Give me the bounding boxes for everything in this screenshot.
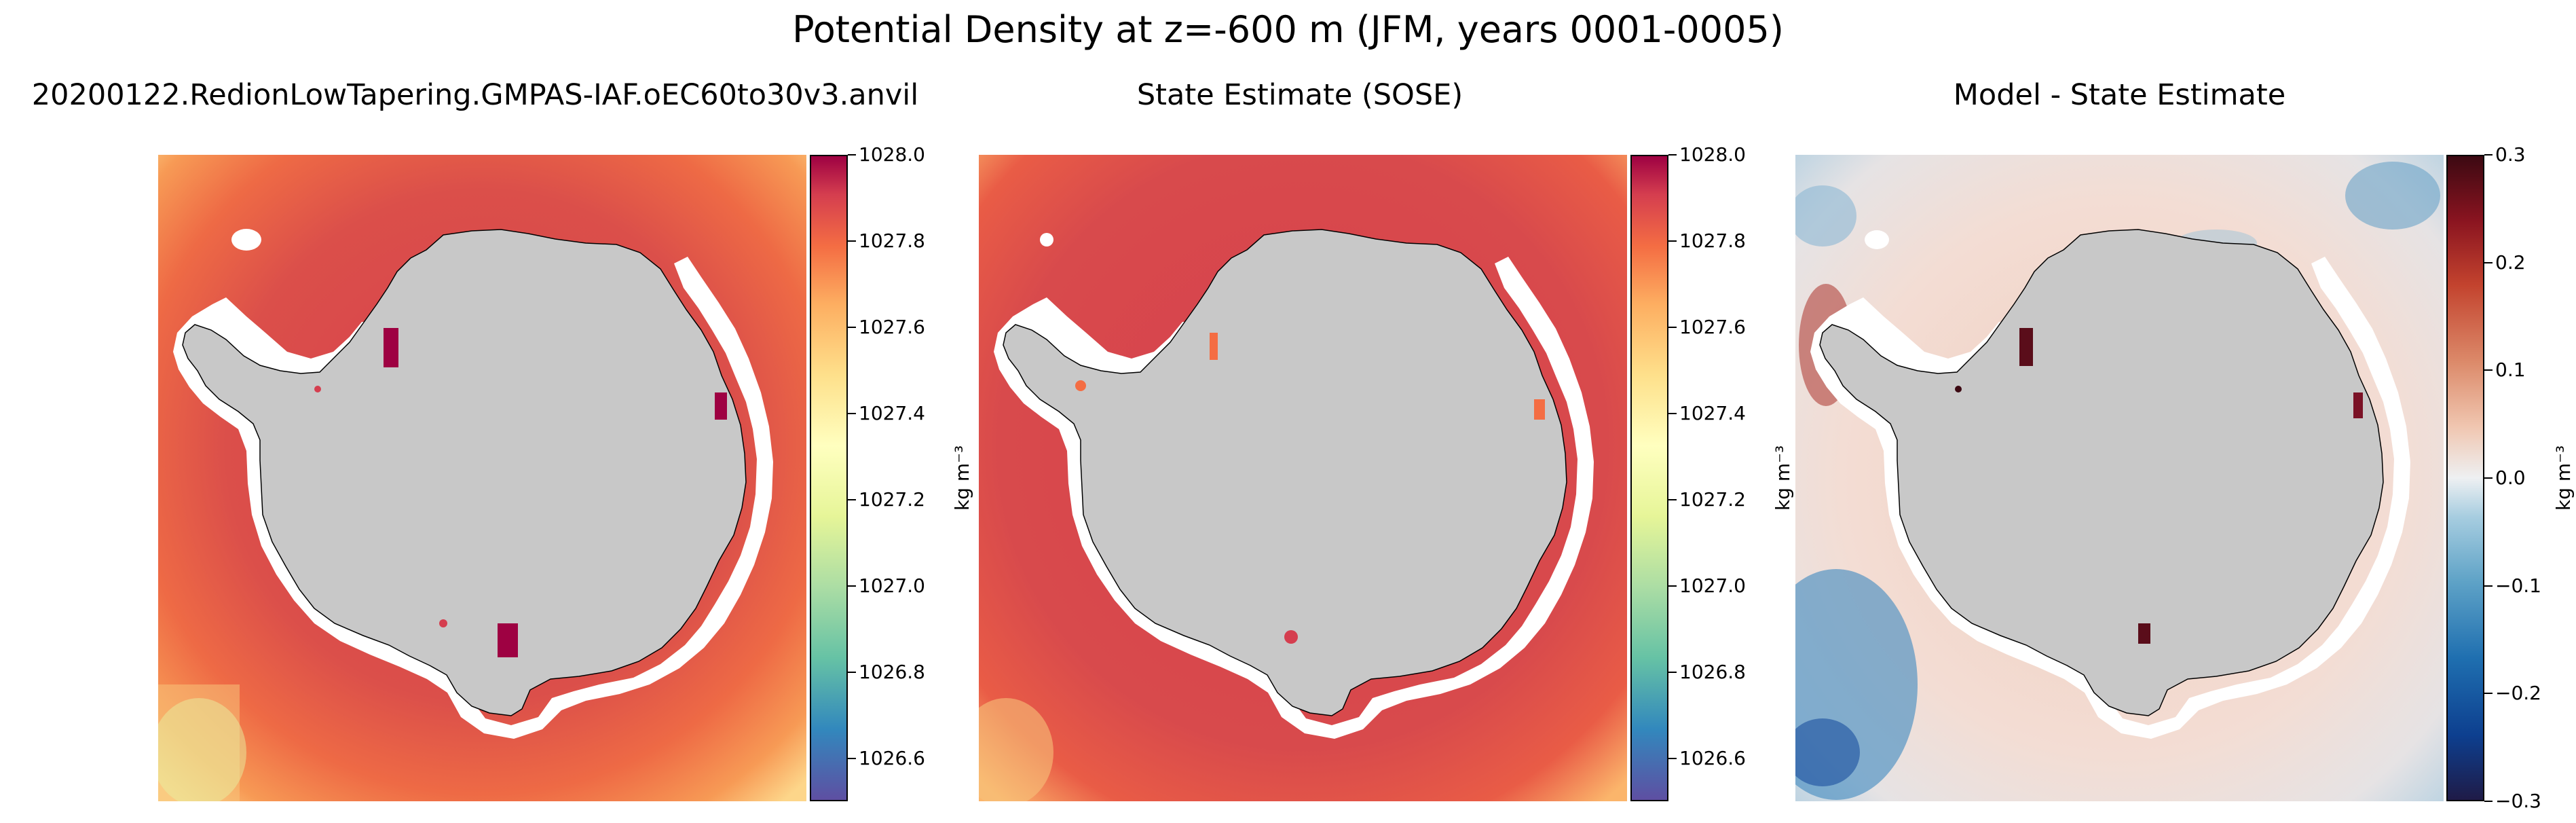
colorbar-tick-mark [2484,477,2493,479]
colorbar-tick-label: 1026.8 [1679,660,1746,683]
colorbar-tick-mark [848,757,856,759]
colorbar-sose [1630,155,1668,801]
colorbar-tick-mark [848,240,856,242]
colorbar-tick-mark [848,412,856,414]
map-diff [1795,155,2444,801]
colorbar-tick-label: −0.1 [2495,574,2541,597]
colorbar-tick-label: 1027.6 [859,315,925,338]
colorbar-tick-label: 1027.8 [1679,229,1746,252]
colorbar-tick-mark [1668,585,1677,587]
colorbar-tick-mark [1668,412,1677,414]
figure-title: Potential Density at z=-600 m (JFM, year… [792,8,1784,51]
colorbar-tick-mark [2484,261,2493,263]
colorbar-unit-label: kg m⁻³ [2552,445,2575,511]
colorbar-tick-label: 0.0 [2495,467,2526,489]
colorbar-tick-label: 1027.4 [859,401,925,424]
colorbar-tick-label: 1027.2 [1679,488,1746,511]
colorbar-tick-label: 1027.6 [1679,315,1746,338]
colorbar-tick-mark [1668,757,1677,759]
colorbar-tick-mark [2484,801,2493,802]
colorbar-tick-mark [1668,240,1677,242]
colorbar-tick-label: 0.2 [2495,251,2526,274]
colorbar-tick-mark [848,154,856,156]
colorbar-unit-label: kg m⁻³ [951,445,973,511]
colorbar-tick-mark [2484,693,2493,695]
colorbar-tick-mark [1668,326,1677,328]
colorbar-tick-label: −0.3 [2495,790,2541,812]
colorbar-model [810,155,848,801]
colorbar-tick-label: 1027.0 [1679,574,1746,597]
colorbar-tick-mark [1668,498,1677,500]
panel-title-model: 20200122.RedionLowTapering.GMPAS-IAF.oEC… [31,78,919,112]
colorbar-tick-label: 0.3 [2495,143,2526,166]
colorbar-tick-mark [2484,585,2493,587]
colorbar-unit-label: kg m⁻³ [1772,445,1794,511]
colorbar-tick-mark [848,671,856,673]
map-model [158,155,806,801]
colorbar-tick-label: 1026.6 [1679,746,1746,769]
colorbar-tick-mark [2484,369,2493,371]
colorbar-tick-mark [1668,154,1677,156]
colorbar-tick-label: −0.2 [2495,682,2541,705]
map-sose [979,155,1627,801]
colorbar-tick-label: 1027.2 [859,488,925,511]
colorbar-tick-label: 1026.8 [859,660,925,683]
colorbar-tick-label: 1028.0 [859,143,925,166]
colorbar-tick-label: 1027.4 [1679,401,1746,424]
colorbar-tick-label: 0.1 [2495,359,2526,382]
panel-title-diff: Model - State Estimate [1953,78,2286,112]
colorbar-tick-mark [848,498,856,500]
colorbar-tick-label: 1027.0 [859,574,925,597]
colorbar-diff [2446,155,2484,801]
colorbar-tick-label: 1028.0 [1679,143,1746,166]
colorbar-tick-mark [848,585,856,587]
panel-title-sose: State Estimate (SOSE) [1136,78,1463,112]
colorbar-tick-label: 1026.6 [859,746,925,769]
colorbar-tick-mark [848,326,856,328]
colorbar-tick-mark [2484,154,2493,156]
colorbar-tick-mark [1668,671,1677,673]
colorbar-tick-label: 1027.8 [859,229,925,252]
